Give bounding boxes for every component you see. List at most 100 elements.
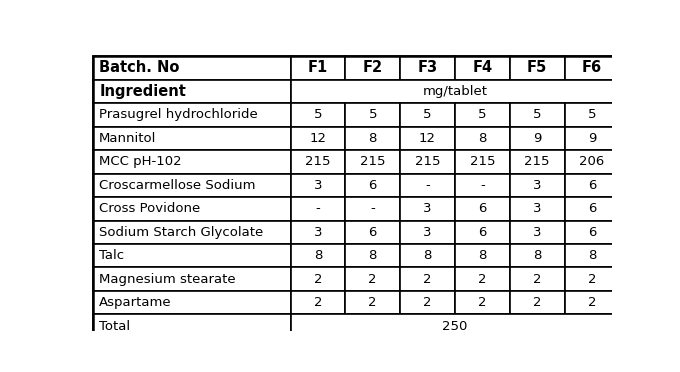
Text: 206: 206: [579, 155, 605, 168]
Text: -: -: [371, 202, 375, 215]
Bar: [93, 267, 290, 291]
Bar: [345, 197, 400, 221]
Bar: [400, 150, 455, 173]
Bar: [510, 56, 564, 80]
Text: Ingredient: Ingredient: [99, 84, 186, 99]
Text: Sodium Starch Glycolate: Sodium Starch Glycolate: [99, 226, 263, 239]
Text: 2: 2: [478, 273, 487, 286]
Bar: [510, 267, 564, 291]
Bar: [290, 126, 345, 150]
Text: 3: 3: [313, 179, 322, 192]
Text: 2: 2: [423, 296, 432, 309]
Text: 5: 5: [533, 108, 541, 121]
Text: 5: 5: [423, 108, 432, 121]
Bar: [564, 150, 619, 173]
Text: 215: 215: [415, 155, 441, 168]
Text: 5: 5: [478, 108, 487, 121]
Text: 3: 3: [533, 226, 541, 239]
Bar: [564, 221, 619, 244]
Text: 8: 8: [478, 249, 487, 262]
Text: mg/tablet: mg/tablet: [422, 85, 488, 98]
Bar: [400, 103, 455, 126]
Bar: [290, 150, 345, 173]
Bar: [400, 56, 455, 80]
Text: 9: 9: [533, 132, 541, 145]
Bar: [345, 244, 400, 267]
Text: 3: 3: [313, 226, 322, 239]
Text: Magnesium stearate: Magnesium stearate: [99, 273, 236, 286]
Bar: [345, 267, 400, 291]
Bar: [290, 80, 619, 103]
Text: 215: 215: [360, 155, 386, 168]
Bar: [455, 126, 510, 150]
Text: MCC pH-102: MCC pH-102: [99, 155, 182, 168]
Bar: [345, 150, 400, 173]
Text: 6: 6: [588, 179, 596, 192]
Text: 3: 3: [423, 226, 432, 239]
Bar: [93, 150, 290, 173]
Bar: [400, 221, 455, 244]
Text: 8: 8: [369, 132, 377, 145]
Text: 5: 5: [369, 108, 377, 121]
Text: Batch. No: Batch. No: [99, 60, 180, 76]
Text: -: -: [425, 179, 430, 192]
Text: Talc: Talc: [99, 249, 124, 262]
Text: Croscarmellose Sodium: Croscarmellose Sodium: [99, 179, 256, 192]
Text: F6: F6: [582, 60, 602, 76]
Bar: [400, 173, 455, 197]
Text: 8: 8: [588, 249, 596, 262]
Text: F1: F1: [308, 60, 328, 76]
Bar: [510, 150, 564, 173]
Bar: [290, 314, 619, 338]
Text: 250: 250: [442, 320, 468, 333]
Bar: [400, 244, 455, 267]
Bar: [564, 126, 619, 150]
Bar: [290, 173, 345, 197]
Bar: [400, 197, 455, 221]
Text: 6: 6: [478, 226, 487, 239]
Text: 6: 6: [478, 202, 487, 215]
Text: 215: 215: [524, 155, 550, 168]
Bar: [455, 221, 510, 244]
Bar: [400, 267, 455, 291]
Bar: [510, 221, 564, 244]
Text: 8: 8: [369, 249, 377, 262]
Text: -: -: [480, 179, 485, 192]
Text: 6: 6: [588, 226, 596, 239]
Bar: [290, 56, 345, 80]
Bar: [455, 56, 510, 80]
Text: 8: 8: [533, 249, 541, 262]
Bar: [510, 173, 564, 197]
Text: 5: 5: [588, 108, 596, 121]
Text: 3: 3: [423, 202, 432, 215]
Bar: [345, 126, 400, 150]
Text: 2: 2: [369, 273, 377, 286]
Bar: [93, 80, 290, 103]
Bar: [455, 173, 510, 197]
Bar: [564, 244, 619, 267]
Bar: [564, 173, 619, 197]
Text: Total: Total: [99, 320, 131, 333]
Text: 2: 2: [313, 273, 322, 286]
Bar: [290, 267, 345, 291]
Text: 2: 2: [313, 296, 322, 309]
Text: 3: 3: [533, 202, 541, 215]
Bar: [345, 221, 400, 244]
Text: Cross Povidone: Cross Povidone: [99, 202, 201, 215]
Text: 8: 8: [478, 132, 487, 145]
Bar: [93, 221, 290, 244]
Text: Mannitol: Mannitol: [99, 132, 156, 145]
Text: 2: 2: [533, 296, 541, 309]
Bar: [455, 103, 510, 126]
Bar: [290, 244, 345, 267]
Text: Prasugrel hydrochloride: Prasugrel hydrochloride: [99, 108, 258, 121]
Text: F3: F3: [418, 60, 438, 76]
Text: 8: 8: [424, 249, 432, 262]
Bar: [400, 126, 455, 150]
Bar: [93, 56, 290, 80]
Text: 12: 12: [419, 132, 436, 145]
Bar: [510, 291, 564, 314]
Text: F4: F4: [473, 60, 492, 76]
Bar: [400, 291, 455, 314]
Bar: [290, 221, 345, 244]
